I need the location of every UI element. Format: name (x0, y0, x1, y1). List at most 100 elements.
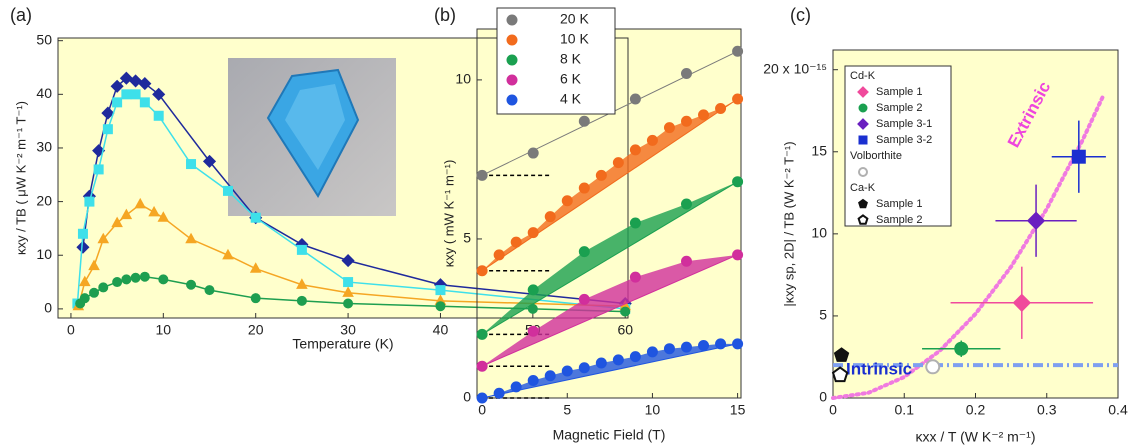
legend-marker (859, 168, 867, 176)
marker (716, 104, 726, 114)
marker (579, 247, 589, 257)
marker (681, 199, 691, 209)
marker (545, 212, 555, 222)
marker (223, 186, 232, 195)
marker (251, 294, 260, 303)
legend-label: 6 K (560, 71, 582, 87)
x-tick-label: 40 (433, 322, 449, 338)
marker (681, 256, 691, 266)
legend-label: 10 K (560, 31, 589, 47)
legend-group: Ca-K (850, 182, 876, 194)
marker (154, 111, 163, 120)
marker (733, 94, 743, 104)
y-axis-label: κxy ( mW K⁻¹ m⁻¹) (441, 160, 456, 268)
marker (1072, 150, 1085, 163)
marker (78, 229, 87, 238)
marker (596, 170, 606, 180)
marker (716, 339, 726, 349)
x-tick-label: 0.4 (1108, 402, 1128, 418)
marker (528, 326, 538, 336)
x-axis-label: Temperature (K) (292, 336, 393, 352)
marker (140, 272, 149, 281)
marker (94, 165, 103, 174)
x-tick-label: 5 (563, 402, 571, 418)
y-tick-label: 0 (463, 389, 471, 405)
x-tick-label: 15 (730, 402, 746, 418)
y-tick-label: 10 (36, 246, 52, 262)
marker (664, 123, 674, 133)
marker (436, 302, 445, 311)
marker (494, 388, 504, 398)
x-tick-label: 0.1 (895, 402, 915, 418)
y-tick-label: 10 (455, 71, 471, 87)
y-tick-label: 20 x 10⁻¹⁵ (763, 60, 827, 76)
legend-label: Sample 1 (876, 198, 922, 210)
y-tick-label: 10 (811, 225, 827, 241)
legend-marker (507, 55, 517, 65)
marker (99, 283, 108, 292)
marker (477, 361, 487, 371)
marker (630, 352, 640, 362)
legend-group: Cd-K (850, 70, 876, 82)
marker (477, 393, 487, 403)
legend-marker (507, 75, 517, 85)
legend-label: Sample 3-2 (876, 134, 932, 146)
legend-label: 4 K (560, 91, 582, 107)
legend-marker (507, 35, 517, 45)
legend-label: Sample 3-1 (876, 118, 932, 130)
marker (596, 358, 606, 368)
marker (647, 347, 657, 357)
marker (579, 116, 589, 126)
marker (699, 110, 709, 120)
marker (562, 196, 572, 206)
x-tick-label: 0 (67, 322, 75, 338)
marker (297, 296, 306, 305)
marker (528, 376, 538, 386)
x-tick-label: 0.2 (966, 402, 986, 418)
marker (579, 363, 589, 373)
marker (681, 342, 691, 352)
marker (664, 344, 674, 354)
legend-label: Sample 2 (876, 102, 922, 114)
legend-label: Sample 2 (876, 214, 922, 226)
y-tick-label: 50 (36, 31, 52, 47)
y-tick-label: 30 (36, 139, 52, 155)
marker (733, 250, 743, 260)
marker (113, 98, 122, 107)
marker (528, 285, 538, 295)
marker (630, 272, 640, 282)
marker (613, 355, 623, 365)
marker (344, 299, 353, 308)
y-tick-label: 15 (811, 142, 827, 158)
legend-marker (859, 104, 867, 112)
panel-label: (a) (10, 5, 32, 25)
marker (205, 286, 214, 295)
marker (733, 46, 743, 56)
panel-label: (c) (790, 5, 811, 25)
marker (528, 228, 538, 238)
legend-marker (507, 95, 517, 105)
marker (621, 307, 630, 316)
marker (297, 245, 306, 254)
marker (630, 218, 640, 228)
marker (477, 266, 487, 276)
legend-label: Sample 1 (876, 86, 922, 98)
intrinsic-label: Intrinsic (846, 359, 912, 378)
marker (494, 250, 504, 260)
marker (131, 273, 140, 282)
marker (131, 90, 140, 99)
marker (681, 116, 691, 126)
marker (122, 275, 131, 284)
legend-marker (859, 136, 867, 144)
x-tick-label: 20 (248, 322, 264, 338)
marker (344, 278, 353, 287)
panel-label: (b) (434, 5, 456, 25)
marker (477, 329, 487, 339)
legend-label: 8 K (560, 51, 582, 67)
marker (511, 382, 521, 392)
x-axis-label: κxx / T (W K⁻² m⁻¹) (915, 429, 1035, 445)
marker (251, 213, 260, 222)
figure: (a)010203040506001020304050Temperature (… (0, 0, 1137, 448)
marker (140, 98, 149, 107)
x-axis-label: Magnetic Field (T) (553, 427, 666, 443)
